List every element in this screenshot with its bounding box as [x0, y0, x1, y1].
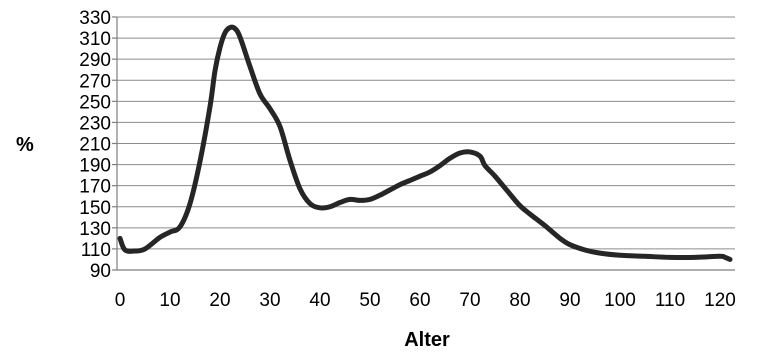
y-tick-label-210: 210 [79, 135, 111, 156]
x-tick-label-10: 10 [159, 290, 180, 311]
x-tick-label-40: 40 [309, 290, 330, 311]
x-tick-label-100: 100 [604, 290, 636, 311]
x-tick-label-0: 0 [115, 290, 126, 311]
x-tick-label-20: 20 [209, 290, 230, 311]
x-tick-label-60: 60 [409, 290, 430, 311]
x-tick-label-110: 110 [655, 290, 685, 311]
y-tick-label-270: 270 [79, 71, 111, 92]
y-tick-label-150: 150 [79, 198, 111, 219]
y-tick-label-250: 250 [79, 92, 111, 113]
x-tick-label-90: 90 [559, 290, 580, 311]
x-axis-title: Alter [404, 329, 450, 351]
y-tick-label-130: 130 [79, 219, 111, 240]
y-tick-label-290: 290 [79, 50, 111, 71]
x-tick-label-120: 120 [704, 290, 736, 311]
x-tick-label-70: 70 [459, 290, 480, 311]
y-tick-label-110: 110 [81, 240, 111, 261]
y-tick-label-330: 330 [79, 8, 111, 29]
x-tick-label-30: 30 [259, 290, 280, 311]
y-axis-title: % [16, 134, 34, 156]
y-tick-label-190: 190 [79, 156, 111, 177]
x-tick-label-50: 50 [359, 290, 380, 311]
y-tick-label-310: 310 [79, 29, 111, 50]
y-tick-label-170: 170 [79, 177, 111, 198]
x-tick-labels: 0 10 20 30 40 50 60 70 80 90 100 110 120 [115, 290, 736, 311]
x-tick-label-80: 80 [509, 290, 530, 311]
axes [112, 16, 735, 271]
y-tick-label-230: 230 [79, 113, 111, 134]
y-tick-label-90: 90 [90, 261, 111, 282]
series-line [117, 24, 733, 262]
grid-lines [117, 16, 735, 250]
